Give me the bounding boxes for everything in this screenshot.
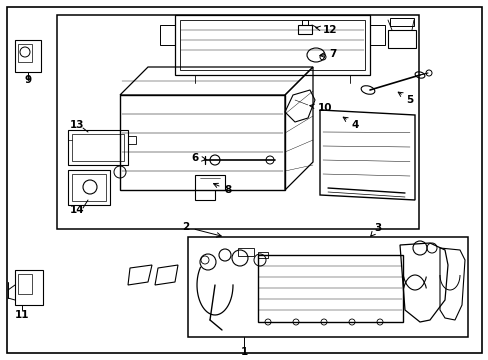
Bar [180,20,364,70]
Bar [297,25,311,34]
Text: 3: 3 [370,223,381,236]
Text: 6: 6 [191,153,206,163]
Text: 2: 2 [182,222,221,237]
Text: 10: 10 [309,103,331,113]
Bar [389,18,413,26]
Text: 9: 9 [24,75,32,85]
Text: 14: 14 [70,205,84,215]
Bar [258,252,267,258]
Text: 1: 1 [240,347,247,357]
Text: 4: 4 [343,117,358,130]
Bar [18,44,32,62]
Bar [57,15,418,229]
Text: 11: 11 [15,310,29,320]
Text: 12: 12 [315,25,337,35]
Text: 13: 13 [70,120,84,130]
Bar [387,30,415,48]
Bar [187,237,467,337]
Bar [15,270,43,305]
Bar [72,134,124,161]
Bar [68,170,110,205]
Bar [120,95,285,190]
Bar [18,274,32,294]
Text: 7: 7 [319,49,336,59]
Bar [258,255,402,322]
Bar [302,20,307,25]
Bar [128,136,136,144]
Text: 5: 5 [397,92,413,105]
Bar [238,248,253,256]
Bar [175,15,369,75]
Bar [72,174,106,201]
Bar [15,40,41,72]
Bar [68,130,128,165]
Text: 8: 8 [213,183,231,195]
